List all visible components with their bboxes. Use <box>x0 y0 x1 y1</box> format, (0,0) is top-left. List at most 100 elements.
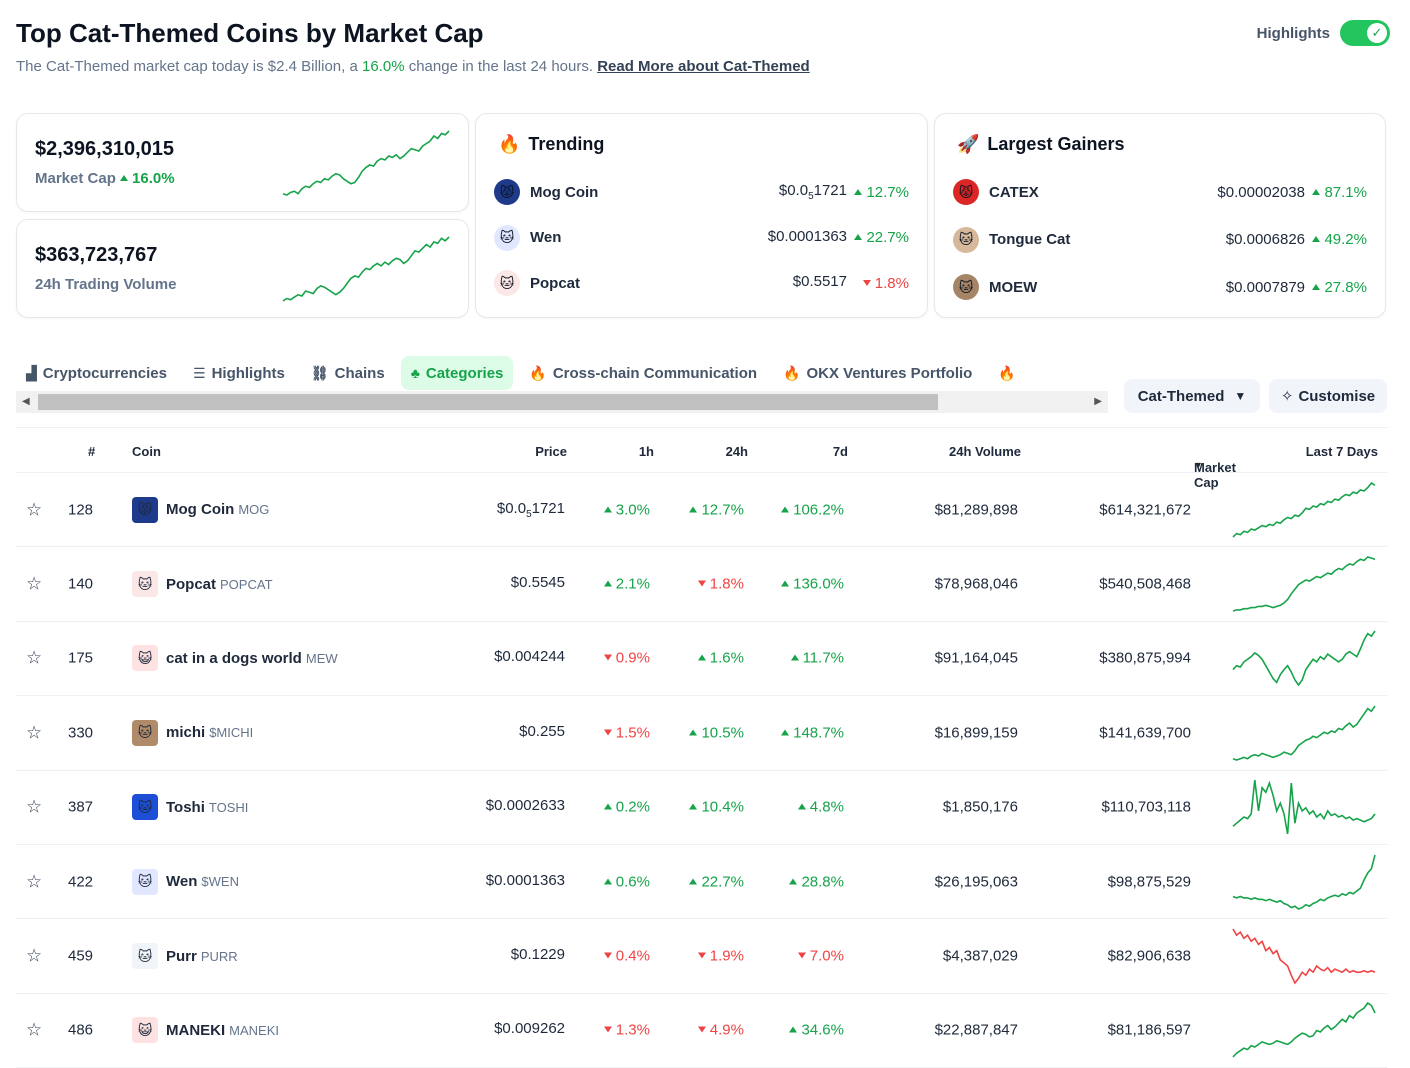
coin-volume: $91,164,045 <box>934 649 1018 667</box>
coin-price: $0.0002633 <box>485 797 565 815</box>
fire-icon: 🔥 <box>998 364 1016 381</box>
table-row[interactable]: ☆ 128 😾 Mog Coin MOG $0.051721 3.0% 12.7% 106.2%… <box>16 473 1387 548</box>
trending-item[interactable]: 🐱 Wen $0.0001363 22.7% <box>494 224 909 252</box>
coin-rank: 140 <box>68 575 94 593</box>
market-cap-card: $2,396,310,015 Market Cap 16.0% <box>16 113 469 212</box>
gainer-item[interactable]: 😾 CATEX $0.00002038 87.1% <box>953 178 1367 206</box>
star-icon[interactable]: ☆ <box>26 871 43 892</box>
gainer-item[interactable]: 🐱 MOEW $0.0007879 27.8% <box>953 273 1367 301</box>
up-arrow-icon <box>689 803 698 810</box>
list-icon: ☰ <box>193 364 206 381</box>
table-row[interactable]: ☆ 175 😺 cat in a dogs world MEW $0.004244 0.9%… <box>16 622 1387 697</box>
category-dropdown[interactable]: Cat-Themed ▼ <box>1124 379 1260 413</box>
gainer-coin-name: Tongue Cat <box>989 231 1071 248</box>
maneki-icon: 😺 <box>132 1017 158 1044</box>
star-icon[interactable]: ☆ <box>26 722 43 743</box>
gainer-coin-name: CATEX <box>989 183 1039 201</box>
gainer-coin-price: $0.00002038 <box>1217 183 1305 201</box>
sparkle-icon: ✧ <box>1280 388 1294 405</box>
star-icon[interactable]: ☆ <box>26 796 43 817</box>
table-row[interactable]: ☆ 387 🐱 Toshi TOSHI $0.0002633 0.2% 10.4% 4.8% $1… <box>16 771 1387 845</box>
fire-icon: 🔥 <box>783 364 801 381</box>
coin-name: MANEKI <box>166 1021 226 1039</box>
star-icon[interactable]: ☆ <box>26 945 43 966</box>
read-more-link[interactable]: Read More about Cat-Themed <box>597 58 810 75</box>
star-icon[interactable]: ☆ <box>26 499 43 520</box>
up-arrow-icon <box>781 506 790 513</box>
tab-chains[interactable]: ⛓ Chains <box>310 364 385 382</box>
table-row[interactable]: ☆ 486 😺 MANEKI MANEKI $0.009262 1.3% 4.9% 34.6% $… <box>16 994 1387 1068</box>
trending-coin-name: Wen <box>530 229 562 246</box>
market-cap-change: 16.0% <box>132 170 175 187</box>
trending-header: 🔥 Trending <box>498 134 605 154</box>
market-cap-label: Market Cap 16.0% <box>35 170 175 187</box>
page-title: Top Cat-Themed Coins by Market Cap <box>16 18 484 48</box>
sparkline-path <box>1232 1002 1376 1058</box>
star-icon[interactable]: ☆ <box>26 647 43 668</box>
change-7d: 148.7% <box>781 724 844 741</box>
coin-cell[interactable]: 😾 Mog Coin MOG <box>132 496 270 523</box>
coin-name: Toshi <box>166 798 205 816</box>
change-7d: 11.7% <box>790 650 844 667</box>
table-row[interactable]: ☆ 140 🐱 Popcat POPCAT $0.5545 2.1% 1.8% 136.0% $7… <box>16 547 1387 622</box>
coin-cell[interactable]: 🐱 Purr PURR <box>132 943 238 970</box>
coin-cell[interactable]: 🐱 Wen $WEN <box>132 868 239 895</box>
coin-rank: 175 <box>68 649 94 667</box>
coin-price: $0.009262 <box>494 1020 565 1038</box>
table-row[interactable]: ☆ 330 🐱 michi $MICHI $0.255 1.5% 10.5% 148.7% $16… <box>16 696 1387 771</box>
highlights-toggle[interactable]: ✓ <box>1340 20 1390 46</box>
tab-cross-chain-communication[interactable]: 🔥 Cross-chain Communication <box>529 364 758 382</box>
coin-price: $0.1229 <box>510 946 565 964</box>
tab-cryptocurrencies[interactable]: ▟ Cryptocurrencies <box>26 364 167 382</box>
table-row[interactable]: ☆ 422 🐱 Wen $WEN $0.0001363 0.6% 22.7% 28.8% $26,… <box>16 845 1387 920</box>
tab-highlights[interactable]: ☰ Highlights <box>193 364 285 382</box>
coin-price: $0.0001363 <box>485 871 565 889</box>
tab-categories[interactable]: ♣ Categories <box>400 356 514 390</box>
bar-chart-icon: ▟ <box>26 364 37 381</box>
coin-market-cap: $82,906,638 <box>1107 947 1191 965</box>
up-arrow-icon <box>1312 283 1321 290</box>
market-cap-value: $2,396,310,015 <box>35 138 175 160</box>
category-dropdown-value: Cat-Themed <box>1137 387 1225 405</box>
coin-cell[interactable]: 😺 cat in a dogs world MEW <box>132 645 338 672</box>
change-1h: 1.3% <box>603 1022 650 1039</box>
down-arrow-icon <box>603 654 612 661</box>
coin-name: Wen <box>166 873 198 891</box>
star-icon[interactable]: ☆ <box>26 1019 43 1040</box>
star-icon[interactable]: ☆ <box>26 573 43 594</box>
sparkline-7d <box>1232 928 1376 985</box>
coin-symbol: MOG <box>238 502 270 518</box>
coin-name: Purr <box>166 947 197 965</box>
sparkline-path <box>1232 631 1376 687</box>
down-arrow-icon <box>603 952 612 959</box>
down-arrow-icon <box>697 580 706 587</box>
tabs-scrollbar[interactable]: ◀ ▶ <box>16 391 1108 413</box>
trending-item[interactable]: 😾 Mog Coin $0.051721 12.7% <box>494 178 909 206</box>
scrollbar-thumb[interactable] <box>38 394 938 410</box>
coin-cell[interactable]: 🐱 michi $MICHI <box>132 719 254 746</box>
trending-item[interactable]: 🐱 Popcat $0.5517 1.8% <box>494 269 909 297</box>
customise-button[interactable]: ✧ Customise <box>1269 379 1387 413</box>
gainer-coin-price: $0.0006826 <box>1225 231 1305 248</box>
check-icon: ✓ <box>1367 23 1387 43</box>
up-arrow-icon <box>854 234 863 240</box>
trending-coin-change: 1.8% <box>862 275 909 292</box>
coin-cell[interactable]: 😺 MANEKI MANEKI <box>132 1017 279 1044</box>
volume-label: 24h Trading Volume <box>35 276 177 293</box>
sparkline-path <box>1232 854 1376 910</box>
tab-more[interactable]: 🔥 <box>988 356 1031 390</box>
up-arrow-icon <box>120 175 129 181</box>
coin-symbol: $MICHI <box>209 725 254 741</box>
coin-cell[interactable]: 🐱 Popcat POPCAT <box>132 571 273 598</box>
gainers-header: 🚀 Largest Gainers <box>957 134 1125 154</box>
coin-market-cap: $141,639,700 <box>1099 724 1191 742</box>
tab-okx-ventures-portfolio[interactable]: 🔥 OKX Ventures Portfolio <box>783 364 973 382</box>
up-arrow-icon <box>689 878 698 885</box>
change-24h: 22.7% <box>689 873 744 890</box>
volume-card: $363,723,767 24h Trading Volume <box>16 219 469 318</box>
page-subtitle: The Cat-Themed market cap today is $2.4 … <box>16 58 810 75</box>
table-row[interactable]: ☆ 459 🐱 Purr PURR $0.1229 0.4% 1.9% 7.0% $4,387,0… <box>16 919 1387 994</box>
gainer-item[interactable]: 🐱 Tongue Cat $0.0006826 49.2% <box>953 226 1367 254</box>
coin-volume: $78,968,046 <box>934 575 1018 593</box>
coin-cell[interactable]: 🐱 Toshi TOSHI <box>132 794 248 821</box>
